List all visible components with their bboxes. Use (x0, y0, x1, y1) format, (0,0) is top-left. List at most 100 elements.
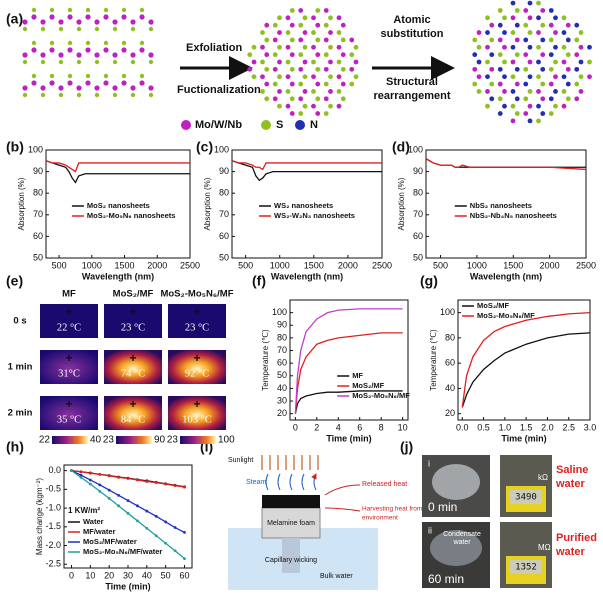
atom (121, 14, 127, 20)
atom (514, 22, 520, 28)
meter-screen (510, 490, 542, 504)
legend-label: MF (352, 371, 363, 380)
legend-label: MoS₂-Mo₅N₆/MF (352, 391, 410, 400)
legend-label: NbS₂-Nb₄N₅ nanosheets (470, 211, 557, 220)
atom (148, 52, 154, 58)
y-tick-label: 50 (33, 252, 43, 262)
atom (502, 30, 507, 35)
atom (67, 7, 73, 13)
row-header: 0 s (13, 316, 26, 327)
cross: + (65, 351, 72, 365)
atom (289, 37, 295, 43)
y-tick-label: 0.0 (48, 465, 61, 475)
atom (349, 81, 355, 87)
panel-label: (c) (196, 139, 213, 155)
point (70, 469, 73, 473)
y-tick-label: 90 (413, 166, 423, 176)
atom (130, 26, 136, 32)
device-label: Bulk water (320, 573, 353, 580)
atom (264, 81, 270, 87)
legend-dot (261, 120, 271, 130)
atom (489, 22, 495, 28)
y-tick-label: 50 (219, 252, 229, 262)
atom (553, 74, 558, 80)
atom (298, 52, 304, 58)
atom (260, 30, 265, 35)
atom (527, 15, 533, 21)
atom (130, 59, 136, 65)
colorbar-min: 23 (167, 435, 179, 446)
photo-caption: water (555, 546, 585, 558)
atom (277, 89, 282, 94)
atom (497, 111, 503, 116)
meter-reading: 3490 (515, 493, 537, 503)
atom (139, 14, 145, 20)
y-tick-label: -1.5 (45, 521, 61, 531)
atom (260, 74, 265, 80)
y-axis-label: Absorption (%) (203, 177, 212, 230)
column-header: MF (62, 289, 76, 300)
atom (548, 111, 554, 116)
atom (328, 15, 333, 21)
atom (58, 92, 64, 98)
atom (85, 80, 91, 86)
atom (514, 111, 520, 116)
device-label: Sunlight (228, 457, 253, 464)
atom (540, 8, 546, 13)
atom (340, 66, 346, 72)
photo-label: Condensate (443, 531, 481, 538)
atom (315, 66, 321, 72)
atom (476, 59, 482, 65)
legend-label: Water (83, 517, 104, 526)
atom (472, 66, 478, 72)
atom (85, 7, 91, 13)
atom (340, 37, 346, 43)
x-axis-label: Time (min) (105, 581, 150, 591)
atom (485, 59, 490, 65)
atom (31, 80, 37, 86)
device-label: Steam (246, 479, 266, 486)
atom (277, 74, 282, 80)
atom (553, 89, 558, 94)
atom (285, 103, 291, 109)
thermal-image (40, 396, 98, 430)
atom (311, 89, 316, 94)
atom (336, 15, 342, 21)
atom (553, 44, 558, 50)
atom (328, 74, 333, 80)
atom (536, 59, 541, 65)
atom (485, 44, 490, 50)
colorbar-max: 90 (154, 435, 166, 446)
atom (565, 52, 571, 58)
thermal-image (40, 304, 98, 338)
atom (264, 66, 270, 72)
point (107, 496, 111, 500)
atom (112, 26, 118, 32)
point (173, 484, 177, 487)
atom (67, 14, 73, 20)
line-series (294, 390, 403, 414)
y-tick-label: 40 (277, 383, 287, 393)
atom (476, 30, 482, 35)
atom (22, 59, 28, 65)
y-tick-label: 60 (277, 358, 287, 368)
cross: + (193, 351, 200, 365)
atom (311, 15, 316, 21)
atom (130, 19, 136, 25)
atom (502, 15, 507, 21)
thermal-image (168, 396, 226, 430)
atom (67, 80, 73, 86)
atom (289, 52, 295, 58)
legend-label: S (276, 119, 283, 131)
atom (121, 7, 127, 13)
atom (476, 44, 482, 50)
point (183, 557, 186, 561)
photo-label: 0 min (428, 500, 457, 514)
atom (260, 89, 265, 94)
atom (247, 52, 253, 58)
atom (22, 92, 28, 98)
atom (497, 81, 503, 87)
atom (112, 19, 118, 25)
atom (561, 30, 567, 35)
atom (536, 0, 541, 6)
